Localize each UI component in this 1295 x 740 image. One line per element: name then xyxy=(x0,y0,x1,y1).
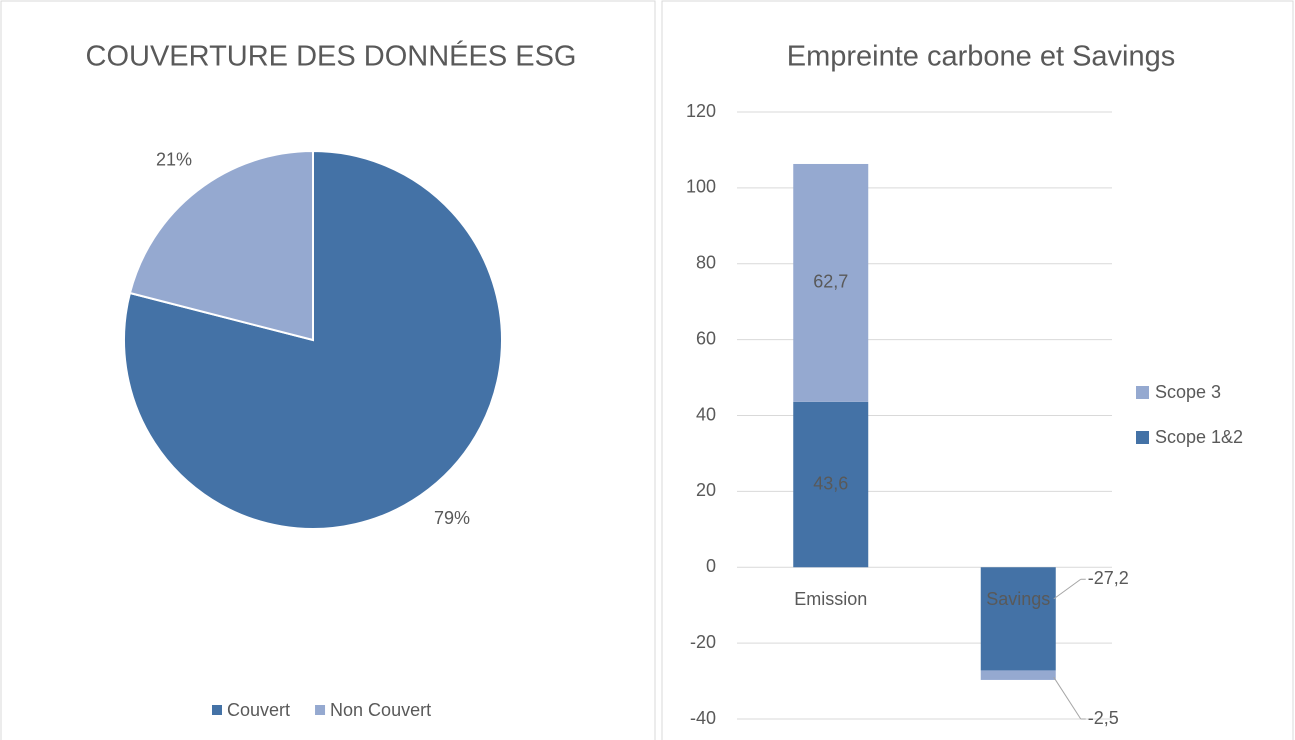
legend-swatch xyxy=(315,705,326,715)
chart-title: COUVERTURE DES DONNÉES ESG xyxy=(86,40,577,73)
panel xyxy=(661,0,1294,740)
legend-swatch xyxy=(1136,386,1149,399)
y-tick-label: 40 xyxy=(696,404,716,424)
y-tick-label: 120 xyxy=(686,101,716,121)
y-tick-label: 100 xyxy=(686,177,716,197)
pie-slice xyxy=(128,149,314,342)
legend-label: Scope 1&2 xyxy=(1155,427,1243,447)
legend-label: Non Couvert xyxy=(330,700,431,720)
panel xyxy=(0,0,656,740)
chart-title: Empreinte carbone et Savings xyxy=(787,41,1176,73)
y-tick-label: 60 xyxy=(696,328,716,348)
data-label: 62,7 xyxy=(813,272,848,292)
legend-label: Couvert xyxy=(227,700,290,720)
bar-segment xyxy=(980,567,1056,671)
bar-segment xyxy=(793,163,869,402)
y-tick-label: 80 xyxy=(696,253,716,273)
y-tick-label: -20 xyxy=(690,632,716,652)
data-label: 21% xyxy=(156,150,192,170)
data-label: -27,2 xyxy=(1088,568,1129,588)
legend-swatch xyxy=(212,705,222,715)
data-label: 79% xyxy=(434,508,470,528)
y-tick-label: 20 xyxy=(696,480,716,500)
bar-segment xyxy=(793,401,869,568)
legend-swatch xyxy=(1136,431,1149,444)
bar-segment xyxy=(980,670,1056,680)
x-tick-label: Savings xyxy=(986,589,1050,609)
leader-line xyxy=(1053,578,1082,600)
legend-label: Scope 3 xyxy=(1155,382,1221,402)
data-label: 43,6 xyxy=(813,473,848,493)
x-tick-label: Emission xyxy=(794,589,867,609)
leader-line xyxy=(1053,676,1082,720)
y-tick-label: 0 xyxy=(706,556,716,576)
y-tick-label: -40 xyxy=(690,708,716,728)
data-label: -2,5 xyxy=(1088,708,1119,728)
